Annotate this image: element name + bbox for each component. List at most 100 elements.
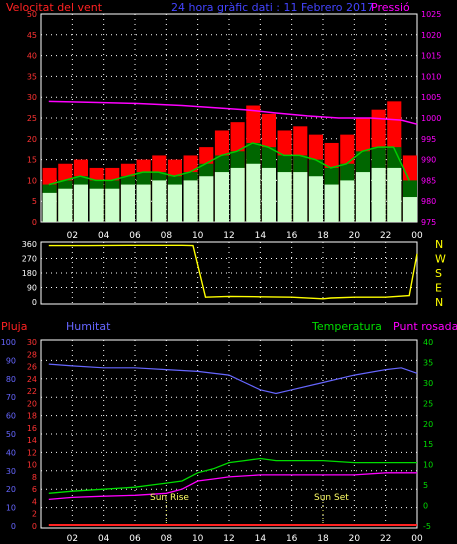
dewpoint-label: Punt rosada [393, 320, 457, 333]
temperature-y-tick-label: 30 [423, 379, 433, 388]
direction-y-tick-label: 270 [22, 255, 37, 264]
temperature-panel-frame [40, 339, 418, 529]
pressure-line [48, 100, 418, 125]
wind-speed-bar [293, 172, 308, 222]
rain-y-tick-label: 10 [27, 461, 37, 470]
compass-label: S [435, 267, 442, 280]
wind-y-tick-label: 45 [27, 31, 37, 40]
wind-speed-bar [230, 167, 245, 222]
x-tick-label: 14 [255, 231, 267, 241]
rain-y-tick-label: 26 [27, 363, 37, 372]
wind-y-tick-label: 40 [27, 52, 37, 61]
pressure-y-tick-label: 975 [421, 218, 436, 227]
compass-label: W [435, 253, 446, 266]
chart-series [42, 100, 418, 526]
x-tick-label: 12 [223, 231, 234, 241]
wind-speed-bar [120, 184, 135, 222]
x-tick-label: 14 [255, 534, 267, 544]
rain-y-tick-label: 22 [27, 387, 37, 396]
x-tick-label: 12 [223, 534, 234, 544]
x-tick-label: 18 [317, 534, 329, 544]
direction-y-tick-label: 0 [32, 298, 37, 307]
humidity-label: Humitat [66, 320, 111, 333]
humidity-y-tick-label: 50 [6, 430, 16, 439]
compass-label: E [435, 282, 442, 295]
humidity-y-tick-label: 80 [6, 375, 16, 384]
x-tick-label: 02 [67, 231, 78, 241]
wind-y-tick-label: 0 [32, 218, 37, 227]
x-tick-label: 22 [380, 231, 391, 241]
wind-speed-bar [340, 180, 355, 222]
wind-speed-bar [371, 167, 386, 222]
humidity-y-tick-label: 40 [6, 448, 16, 457]
wind-speed-bar [324, 184, 339, 222]
pressure-y-tick-label: 1005 [421, 93, 441, 102]
humidity-y-tick-label: 100 [1, 338, 16, 347]
rain-y-tick-label: 6 [32, 485, 37, 494]
wind-speed-bar [355, 172, 370, 222]
temperature-y-tick-label: 10 [423, 461, 433, 470]
temperature-y-tick-label: 0 [423, 502, 428, 511]
x-tick-label: 10 [192, 231, 204, 241]
wind-direction-line [48, 244, 418, 300]
wind-speed-bar [199, 176, 214, 222]
x-tick-label: 16 [286, 534, 298, 544]
pressure-y-tick-label: 1010 [421, 72, 441, 81]
humidity-y-tick-label: 10 [6, 504, 16, 513]
sunset-label: Sun Set [314, 493, 349, 503]
temperature-y-tick-label: 5 [423, 481, 428, 490]
pressure-y-tick-label: 1020 [421, 31, 441, 40]
humidity-line [48, 363, 418, 395]
pressure-label: Pressió [371, 1, 410, 14]
compass-label: N [435, 238, 443, 251]
pressure-y-tick-label: 995 [421, 135, 436, 144]
wind-y-tick-label: 50 [27, 10, 37, 19]
rain-y-tick-label: 28 [27, 350, 37, 359]
x-tick-label: 04 [98, 534, 110, 544]
temperature-y-tick-label: 15 [423, 440, 433, 449]
pressure-y-tick-label: 1000 [421, 114, 441, 123]
wind-y-tick-label: 20 [27, 135, 37, 144]
x-tick-label: 02 [67, 534, 78, 544]
wind-speed-bar [89, 188, 104, 222]
direction-y-tick-label: 360 [22, 240, 37, 249]
dewpoint-line [48, 472, 417, 501]
x-tick-label: 20 [349, 231, 361, 241]
x-tick-label: 08 [161, 231, 173, 241]
x-tick-label: 04 [98, 231, 110, 241]
x-tick-label: 16 [286, 231, 298, 241]
compass-label: N [435, 296, 443, 309]
wind-y-tick-label: 5 [32, 197, 37, 206]
pressure-y-tick-label: 985 [421, 176, 436, 185]
wind-speed-bar [214, 172, 229, 222]
wind-speed-bar [167, 184, 182, 222]
pressure-y-tick-label: 980 [421, 197, 436, 206]
temperature-label: Temperatura [311, 320, 382, 333]
wind-y-tick-label: 10 [27, 176, 37, 185]
wind-speed-bar [152, 180, 167, 222]
humidity-y-tick-label: 30 [6, 467, 16, 476]
rain-y-tick-label: 12 [27, 448, 37, 457]
x-tick-label: 00 [411, 534, 423, 544]
humidity-y-tick-label: 60 [6, 412, 16, 421]
wind-speed-bar [261, 167, 276, 222]
tick-labels: 0510152025303540455097598098599099510001… [1, 10, 446, 544]
temperature-y-tick-label: -5 [423, 522, 431, 531]
wind-y-tick-label: 35 [27, 72, 37, 81]
rain-label: Pluja [1, 320, 27, 333]
wind-y-tick-label: 25 [27, 114, 37, 123]
rain-y-tick-label: 2 [32, 510, 37, 519]
wind-y-tick-label: 15 [27, 156, 37, 165]
rain-y-tick-label: 0 [32, 522, 37, 531]
humidity-y-tick-label: 70 [6, 393, 16, 402]
pressure-y-tick-label: 1025 [421, 10, 441, 19]
x-tick-label: 06 [129, 231, 141, 241]
humidity-y-tick-label: 90 [6, 356, 16, 365]
wind-speed-bar [277, 172, 292, 222]
wind-avg-line [48, 142, 410, 186]
wind-speed-bar [402, 197, 417, 222]
rain-y-tick-label: 24 [27, 375, 37, 384]
wind-speed-bar [308, 176, 323, 222]
